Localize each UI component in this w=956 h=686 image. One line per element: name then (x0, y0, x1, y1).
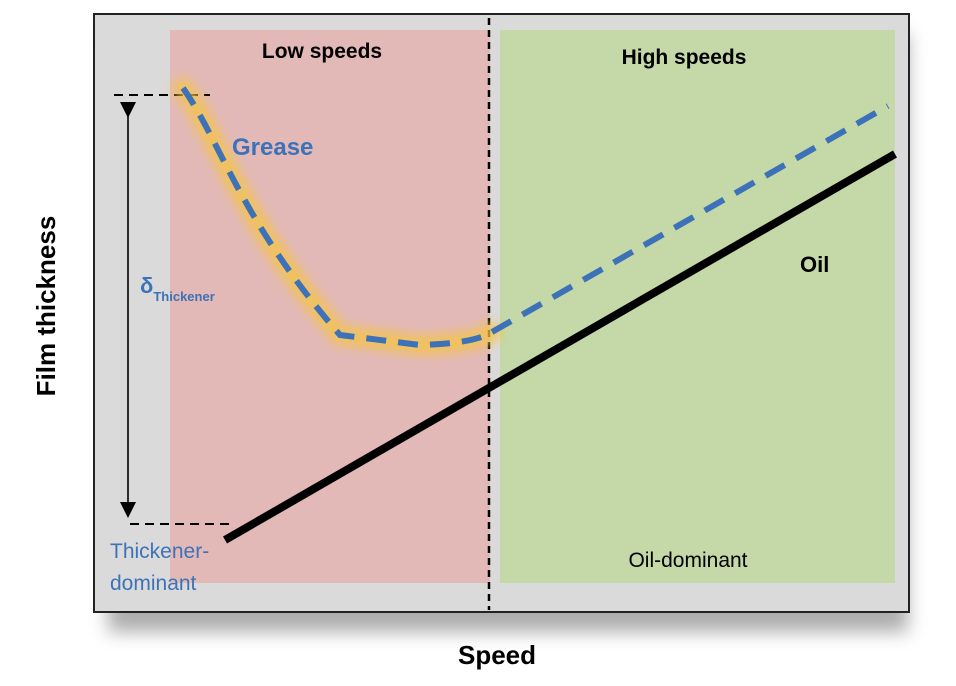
delta-subscript: Thickener (153, 289, 214, 304)
series-label-oil: Oil (800, 252, 829, 277)
series-label-grease: Grease (232, 134, 313, 161)
delta-symbol: δ (140, 273, 153, 298)
series-line-grease-high (490, 103, 890, 335)
y-axis-label: Film thickness (31, 216, 61, 397)
region-label-low: Low speeds (262, 40, 382, 63)
delta-label: δThickener (140, 273, 215, 304)
series-line-oil (223, 150, 897, 544)
high-speeds-region (500, 30, 895, 583)
x-axis-label: Speed (458, 640, 536, 670)
thickener-dominant-line2: dominant (110, 572, 197, 595)
thickener-dominant-line1: Thickener- (110, 540, 209, 563)
oil-dominant-label: Oil-dominant (628, 549, 747, 572)
thickener-dominant-label: Thickener- dominant (110, 540, 215, 595)
low-speeds-region (170, 30, 490, 583)
series-line-grease-low (180, 86, 494, 349)
region-label-high: High speeds (622, 46, 747, 69)
